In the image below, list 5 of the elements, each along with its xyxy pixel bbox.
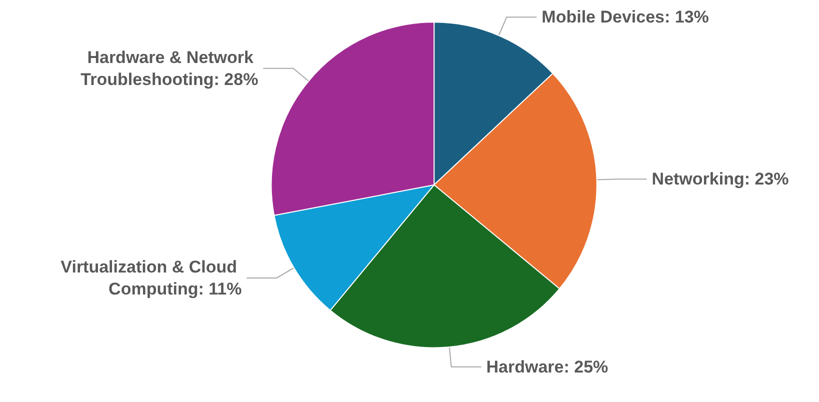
slice-label: Hardware & Network Troubleshooting: 28% xyxy=(80,48,258,89)
slice-label: Hardware: 25% xyxy=(486,357,608,376)
slice-label: Networking: 23% xyxy=(652,170,789,189)
slice-label: Virtualization & Cloud Computing: 11% xyxy=(60,257,242,298)
slice-label: Mobile Devices: 13% xyxy=(542,8,709,27)
